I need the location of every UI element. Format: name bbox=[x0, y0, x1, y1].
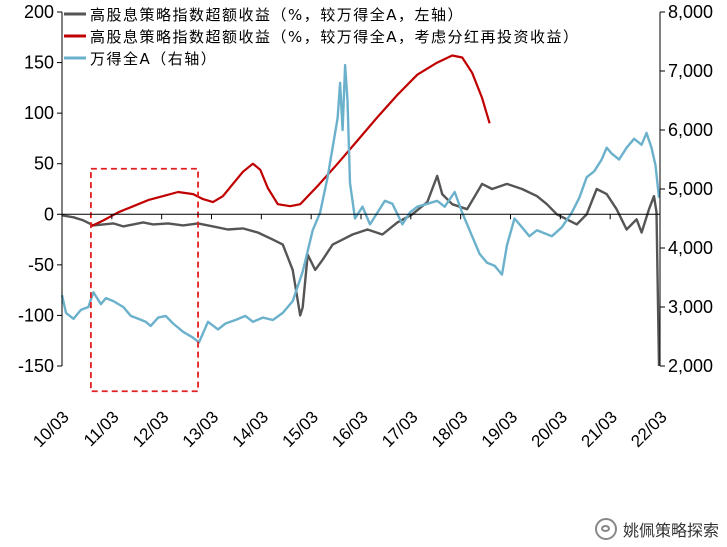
y-left-tick-label: 100 bbox=[24, 103, 54, 123]
legend-label-2: 万得全A（右轴） bbox=[90, 50, 217, 68]
y-right-tick-label: 5,000 bbox=[668, 179, 713, 199]
legend-label-0: 高股息策略指数超额收益（%，较万得全A，左轴） bbox=[90, 6, 464, 24]
x-tick-label: 14/03 bbox=[229, 407, 273, 451]
legend-layer: 高股息策略指数超额收益（%，较万得全A，左轴） 高股息策略指数超额收益（%，较万得… bbox=[64, 6, 580, 68]
y-left-tick-label: 0 bbox=[44, 204, 54, 224]
series-line-1 bbox=[90, 54, 491, 228]
y-left-tick-label: -150 bbox=[18, 356, 54, 376]
y-left-tick-label: 150 bbox=[24, 53, 54, 73]
x-tick-label: 18/03 bbox=[428, 407, 472, 451]
watermark: 姚佩策略探索 bbox=[594, 517, 719, 541]
y-right-tick-label: 6,000 bbox=[668, 120, 713, 140]
x-tick-label: 19/03 bbox=[478, 407, 522, 451]
series-layer bbox=[60, 54, 661, 393]
legend-label-1: 高股息策略指数超额收益（%，较万得全A，考虑分红再投资收益） bbox=[90, 28, 580, 46]
y-left-tick-label: 50 bbox=[34, 154, 54, 174]
x-tick-label: 12/03 bbox=[129, 407, 173, 451]
watermark-text: 姚佩策略探索 bbox=[622, 521, 719, 540]
y-left-tick-label: 200 bbox=[24, 2, 54, 22]
x-tick-label: 13/03 bbox=[179, 407, 223, 451]
x-tick-label: 15/03 bbox=[278, 407, 322, 451]
x-tick-label: 22/03 bbox=[627, 407, 671, 451]
wechat-icon bbox=[594, 518, 617, 540]
series-line-2 bbox=[60, 63, 661, 344]
series-line-0 bbox=[61, 174, 661, 367]
y-right-tick-label: 8,000 bbox=[668, 2, 713, 22]
y-left-tick-label: -100 bbox=[18, 305, 54, 325]
x-tick-label: 11/03 bbox=[80, 407, 123, 450]
y-right-tick-label: 4,000 bbox=[668, 238, 713, 258]
x-tick-label: 21/03 bbox=[577, 407, 621, 451]
x-tick-label: 10/03 bbox=[29, 407, 73, 451]
y-left-tick-label: -50 bbox=[28, 255, 54, 275]
y-right-tick-label: 7,000 bbox=[668, 61, 713, 81]
y-right-tick-label: 2,000 bbox=[668, 356, 713, 376]
x-tick-label: 20/03 bbox=[528, 407, 572, 451]
x-tick-label: 17/03 bbox=[378, 407, 422, 451]
highlight-box bbox=[90, 167, 199, 393]
y-right-tick-label: 3,000 bbox=[668, 297, 713, 317]
x-tick-label: 16/03 bbox=[328, 407, 372, 451]
